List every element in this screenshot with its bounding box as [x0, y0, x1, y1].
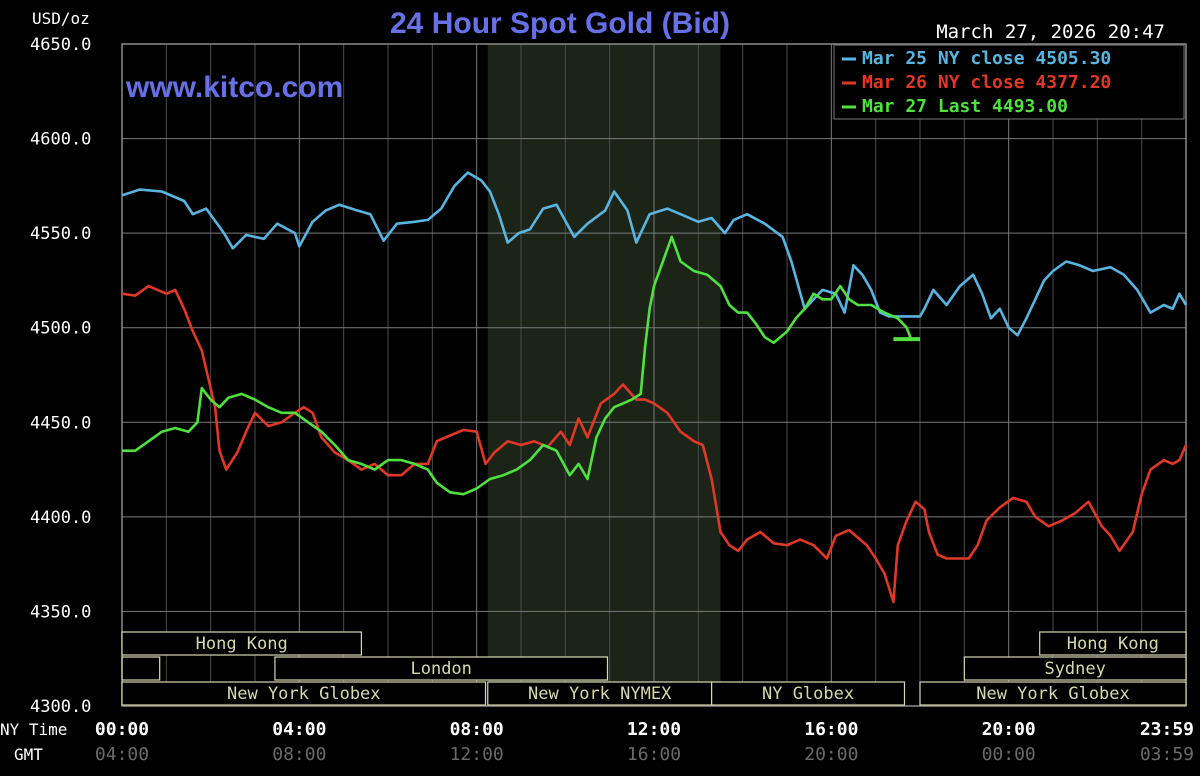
x-row-label-gmt: GMT — [14, 745, 43, 764]
session-label: Hong Kong — [196, 634, 288, 654]
legend-entry: Mar 25 NY close 4505.30 — [862, 48, 1111, 69]
y-tick-label: 4650.0 — [30, 35, 91, 55]
legend-entry: Mar 26 NY close 4377.20 — [862, 72, 1111, 93]
session-bar — [1039, 631, 1187, 656]
y-tick-label: 4300.0 — [30, 697, 91, 717]
x-row-label-ny: NY Time — [0, 720, 67, 739]
session-label: London — [410, 659, 471, 679]
y-tick-label: 4450.0 — [30, 413, 91, 433]
x-tick-label-gmt: 04:00 — [95, 744, 149, 765]
legend-box — [833, 44, 1185, 120]
session-bar — [919, 681, 1187, 706]
y-tick-label: 4400.0 — [30, 508, 91, 528]
session-bar — [711, 681, 906, 706]
x-tick-label-ny: 04:00 — [272, 719, 326, 740]
market-sessions: Hong Kong Hong Kong Sydney London New York G… — [121, 631, 1187, 706]
watermark: www.kitco.com — [125, 71, 343, 104]
session-label: New York Globex — [227, 684, 381, 704]
x-tick-label-gmt: 03:59 — [1140, 744, 1194, 765]
x-tick-label-gmt: 08:00 — [272, 744, 326, 765]
session-bar — [274, 656, 609, 681]
y-tick-label: 4350.0 — [30, 602, 91, 622]
session-label: Sydney — [1044, 659, 1105, 679]
plot-border — [121, 43, 1187, 707]
timestamp: March 27, 2026 20:47 — [936, 21, 1165, 43]
session-bar — [963, 656, 1187, 681]
session-label: Hong Kong — [1067, 634, 1159, 654]
x-tick-label-gmt: 16:00 — [627, 744, 681, 765]
chart-grid — [121, 43, 1187, 707]
x-tick-label-ny: 23:59 — [1140, 719, 1194, 740]
unit-label: USD/oz — [32, 9, 90, 28]
legend-entry: Mar 27 Last 4493.00 — [862, 96, 1068, 117]
x-tick-label-gmt: 12:00 — [450, 744, 504, 765]
x-tick-label-ny: 08:00 — [450, 719, 504, 740]
series-line — [121, 284, 1188, 604]
y-tick-label: 4500.0 — [30, 319, 91, 339]
series-line — [122, 235, 920, 496]
y-tick-label: 4550.0 — [30, 224, 91, 244]
x-tick-label-ny: 00:00 — [95, 719, 149, 740]
session-label: New York Globex — [976, 684, 1130, 704]
price-series — [121, 171, 1188, 604]
session-bar — [121, 631, 362, 656]
x-tick-label-ny: 16:00 — [804, 719, 858, 740]
session-label: New York NYMEX — [528, 684, 672, 704]
chart-title: 24 Hour Spot Gold (Bid) — [390, 7, 730, 40]
shaded-region — [487, 44, 721, 706]
y-axis: 4650.0 4600.0 4550.0 4500.0 4450.0 4400.0 4350… — [30, 35, 91, 717]
session-bar — [121, 681, 487, 706]
session-bar — [121, 656, 161, 681]
x-tick-label-gmt: 00:00 — [982, 744, 1036, 765]
x-tick-label-gmt: 20:00 — [804, 744, 858, 765]
chart-legend: Mar 25 NY close 4505.30 Mar 26 NY close 4… — [833, 44, 1185, 120]
x-tick-label-ny: 20:00 — [982, 719, 1036, 740]
y-tick-label: 4600.0 — [30, 130, 91, 150]
x-axis: NY Time GMT 00:00 04:00 04:00 08:00 08:00 12:00… — [0, 719, 1194, 765]
session-label: NY Globex — [762, 684, 854, 704]
x-tick-label-ny: 12:00 — [627, 719, 681, 740]
series-line — [121, 171, 1188, 337]
ny-session-shading — [487, 44, 721, 706]
